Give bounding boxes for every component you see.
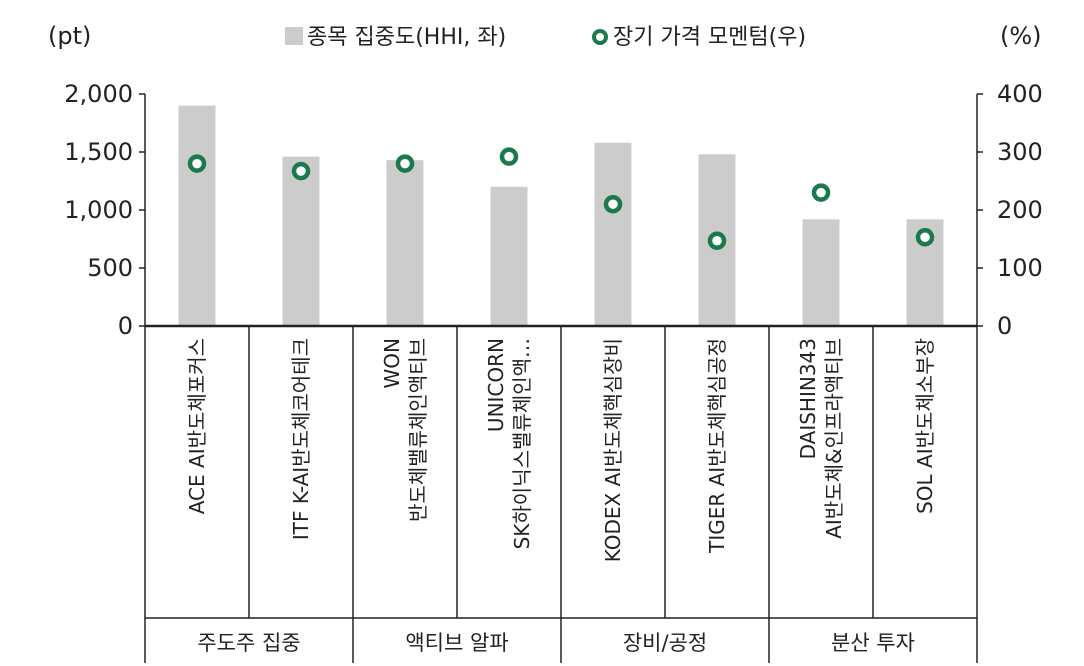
category-label: SOL AI반도체소부장	[913, 338, 937, 514]
left-axis-unit: (pt)	[48, 22, 91, 50]
legend-bar-swatch	[285, 27, 303, 45]
category-label: SK하이닉스밸류체인액…	[510, 338, 534, 549]
bar	[386, 160, 424, 326]
momentum-dot	[187, 154, 207, 173]
momentum-dot	[707, 231, 727, 250]
group-label: 분산 투자	[831, 631, 915, 655]
left-tick-label: 500	[87, 254, 133, 282]
legend-dot-swatch	[592, 29, 608, 45]
left-tick-label: 2,000	[64, 80, 133, 108]
category-label: TIGER AI반도체핵심공정	[705, 338, 729, 554]
legend: 종목 집중도(HHI, 좌) 장기 가격 모멘텀(우)	[285, 25, 806, 50]
right-tick-label: 400	[997, 80, 1043, 108]
left-tick-label: 0	[118, 312, 133, 340]
group-label: 액티브 알파	[405, 631, 508, 655]
category-label: KODEX AI반도체핵심장비	[601, 338, 625, 562]
right-axis-ticks: 0 100 200 300 400	[977, 80, 1043, 340]
right-tick-label: 0	[997, 312, 1012, 340]
category-label: AI반도체&인프라액티브	[822, 338, 846, 539]
category-label: UNICORN	[484, 338, 508, 432]
category-label: DAISHIN343	[796, 338, 820, 459]
legend-bar-label: 종목 집중도(HHI, 좌)	[307, 25, 506, 50]
category-label: WON	[380, 338, 404, 388]
bar	[594, 142, 632, 326]
category-label: ITF K-AI반도체코어테크	[289, 338, 313, 540]
momentum-dot	[811, 183, 831, 202]
bar	[490, 186, 528, 326]
bar	[282, 156, 320, 326]
left-tick-label: 1,500	[64, 138, 133, 166]
left-tick-label: 1,000	[64, 196, 133, 224]
group-label: 장비/공정	[623, 631, 707, 655]
momentum-dot	[291, 161, 311, 181]
momentum-dot	[915, 228, 935, 247]
bar	[178, 105, 216, 326]
right-tick-label: 300	[997, 138, 1043, 166]
category-label: 반도체밸류체인액티브	[406, 338, 430, 522]
chart-frame	[144, 94, 978, 663]
category-labels: ACE AI반도체포커스 ITF K-AI반도체코어테크 WON 반도체밸류체인액티브…	[185, 338, 937, 562]
momentum-dot	[603, 194, 623, 214]
dot-series	[187, 147, 935, 250]
bar	[802, 219, 840, 326]
bar-series	[178, 105, 944, 326]
right-axis-unit: (%)	[1000, 22, 1042, 50]
momentum-dot	[395, 154, 415, 173]
momentum-dot	[499, 147, 519, 166]
group-labels: 주도주 집중 액티브 알파 장비/공정 분산 투자	[197, 631, 915, 655]
right-tick-label: 200	[997, 196, 1043, 224]
right-tick-label: 100	[997, 254, 1043, 282]
left-axis-ticks: 0 500 1,000 1,500 2,000	[64, 80, 145, 340]
group-label: 주도주 집중	[197, 631, 300, 655]
legend-dot-label: 장기 가격 모멘텀(우)	[613, 25, 806, 50]
category-label: ACE AI반도체포커스	[185, 338, 209, 514]
